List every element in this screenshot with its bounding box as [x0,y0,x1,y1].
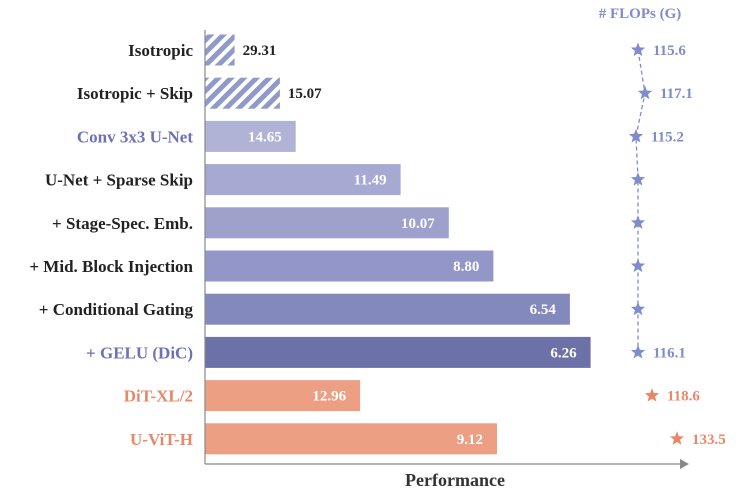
category-label: Isotropic + Skip [77,84,193,103]
value-label: 6.54 [530,302,557,318]
bar [205,293,570,325]
value-label: 11.49 [354,173,387,189]
flops-star [669,431,685,445]
flops-star [630,344,646,359]
value-label: 14.65 [248,129,282,145]
category-label: Conv 3x3 U-Net [77,127,193,146]
bar [205,77,280,109]
value-label: 29.31 [243,43,277,59]
category-label: + Stage-Spec. Emb. [52,214,193,233]
flops-value: 118.6 [667,389,700,405]
bar [205,250,494,282]
flops-star [630,172,646,186]
category-label: U-ViT-H [130,430,193,449]
flops-value: 115.2 [651,129,684,145]
value-label: 9.12 [457,432,483,448]
flops-star [628,128,644,143]
flops-star [630,42,646,57]
value-label: 12.96 [312,389,346,405]
value-label: 8.80 [453,259,479,275]
flops-value: 116.1 [653,345,686,361]
flops-star [637,85,653,100]
flops-value: 117.1 [660,86,693,102]
bar [205,120,296,152]
category-label: + Mid. Block Injection [29,257,193,276]
value-label: 15.07 [288,86,322,102]
bar [205,164,401,196]
flops-value: 115.6 [653,43,686,59]
bar [205,423,497,455]
category-label: U-Net + Sparse Skip [45,171,193,190]
bar [205,336,591,368]
flops-star [630,258,646,273]
category-label: + GELU (DiC) [86,343,193,362]
flops-header: # FLOPs (G) [599,6,682,22]
flops-star [630,301,646,316]
value-label: 6.26 [550,345,577,361]
flops-star [630,215,646,229]
category-label: + Conditional Gating [39,300,194,319]
category-label: DiT-XL/2 [124,387,193,406]
x-axis-label: Performance [405,470,505,490]
flops-star [644,388,660,402]
bar [205,380,361,412]
bar [205,207,449,239]
flops-value: 133.5 [692,432,726,448]
bar [205,34,235,66]
x-axis-arrow [680,459,689,469]
value-label: 10.07 [401,216,435,232]
category-label: Isotropic [128,41,193,60]
